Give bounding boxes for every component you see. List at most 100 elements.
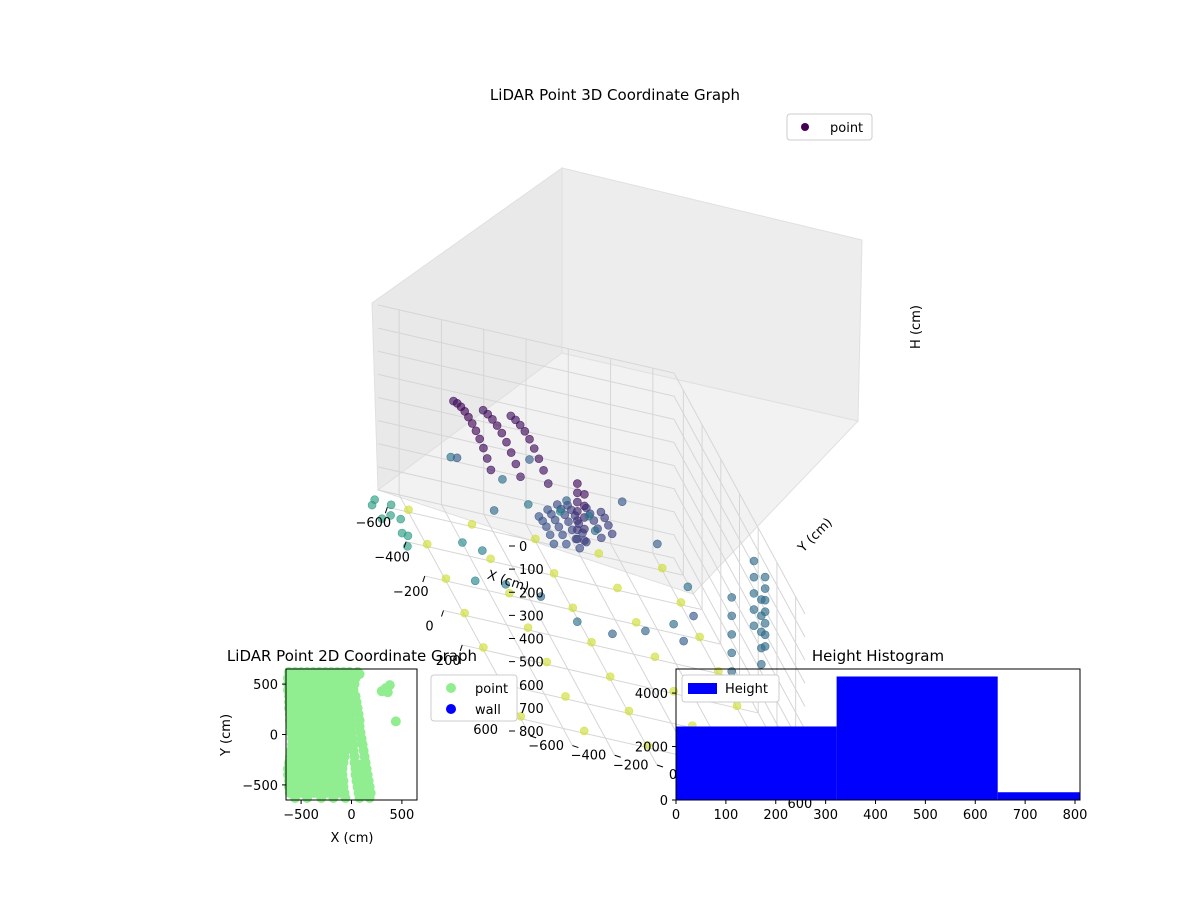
chart-3d-ytick-label: −200 (613, 758, 649, 773)
chart-2d-xtick-label: 0 (347, 808, 355, 823)
chart-3d-points (367, 396, 779, 779)
chart-3d-point (543, 479, 553, 488)
chart-3d-xtick-mark (403, 541, 407, 548)
chart-3d-point (608, 629, 617, 639)
chart-3d-ztick-label: 400 (519, 633, 544, 648)
chart-3d-point (478, 546, 487, 555)
chart-3d-ylabel: Y (cm) (795, 515, 836, 556)
chart-3d-point (486, 554, 495, 564)
chart-3d-point (377, 514, 387, 524)
chart-2d-plot-area (283, 667, 401, 803)
chart-3d-point (479, 643, 488, 652)
chart-3d-point (564, 517, 573, 527)
chart-2d-ticks: −500 0 500 −500 0 500 (242, 678, 414, 823)
chart-3d-point (669, 619, 678, 629)
chart-3d-gridline-z (377, 443, 806, 753)
chart-histogram-xtick-label: 800 (1063, 808, 1088, 823)
chart-3d-gridline-z (377, 327, 806, 638)
chart-3d-xtick-mark (459, 644, 463, 652)
chart-3d-point (749, 621, 759, 631)
chart-3d-xtick-label: 200 (436, 654, 461, 669)
chart-3d-point (542, 522, 551, 532)
chart-histogram-title: Height Histogram (812, 647, 944, 665)
chart-3d-point (757, 643, 766, 653)
chart-3d-point (515, 420, 525, 430)
chart-3d-point (441, 574, 451, 583)
chart-3d-point (511, 459, 521, 469)
chart-3d-legend: point (786, 113, 873, 141)
chart-3d-ztick-label: 600 (519, 679, 544, 694)
chart-histogram-xtick-label: 700 (1013, 808, 1038, 823)
chart-3d-xtick-mark (441, 610, 444, 617)
chart-3d-point (516, 472, 525, 482)
chart-3d-xtick-label: −200 (393, 585, 429, 600)
chart-3d-point (760, 618, 770, 628)
chart-3d-point (749, 605, 759, 614)
chart-3d-point (545, 530, 555, 540)
chart-3d-ytick-label: −400 (571, 749, 607, 764)
chart-3d-point (643, 741, 652, 750)
chart-3d-point (653, 539, 662, 549)
chart-3d-ytick-mark (656, 764, 664, 768)
chart-histogram-bars (676, 676, 1080, 800)
chart-3d-point (605, 672, 615, 681)
chart-histogram-legend-swatch (688, 683, 717, 694)
chart-3d-point (573, 516, 582, 525)
chart-3d-point (584, 511, 594, 521)
chart-2d-ylabel: Y (cm) (219, 714, 234, 757)
chart-3d-point (561, 692, 570, 701)
chart-3d-point (573, 507, 582, 516)
chart-3d-point (617, 497, 627, 506)
chart-3d-point (502, 437, 511, 447)
chart-histogram-legend: Height (681, 674, 780, 703)
chart-3d-legend-marker-point (801, 123, 809, 131)
chart-3d-point (760, 584, 770, 593)
chart-3d-point (568, 603, 578, 613)
chart-3d-point (572, 617, 582, 626)
chart-2d: LiDAR Point 2D Coordinate Graph −500 0 500… (219, 647, 518, 846)
chart-3d-point (580, 490, 589, 499)
chart-3d-point (464, 412, 473, 422)
chart-3d-point (760, 572, 770, 582)
chart-3d-point (558, 530, 567, 540)
chart-3d-point (554, 522, 564, 532)
chart-3d-point (727, 593, 737, 602)
chart-histogram-xtick-label: 400 (863, 808, 888, 823)
chart-2d-ytick-label: −500 (242, 779, 278, 794)
chart-3d-point (587, 637, 596, 647)
chart-3d-point (525, 455, 534, 464)
chart-3d-point (367, 500, 377, 510)
chart-3d-point (631, 618, 641, 627)
chart-histogram: Height Histogram 0 100 200 300 400 500 600 700 8… (635, 647, 1088, 823)
chart-3d-ytick-mark (614, 754, 621, 758)
chart-3d-point (488, 415, 497, 424)
chart-2d-legend-marker-point (446, 683, 456, 693)
chart-3d-ztick-label: 300 (519, 609, 544, 624)
chart-3d-point (727, 630, 737, 639)
chart-3d-point (749, 556, 759, 566)
chart-3d-title: LiDAR Point 3D Coordinate Graph (490, 86, 740, 104)
chart-3d-ytick-label: 0 (669, 768, 677, 783)
chart-3d-point (657, 563, 667, 573)
chart-3d-point (757, 627, 766, 637)
chart-histogram-xtick-label: 200 (763, 808, 788, 823)
chart-histogram-ytick-label: 0 (660, 794, 668, 809)
chart-3d-gridline-z (377, 397, 806, 707)
chart-histogram-xtick-label: 600 (963, 808, 988, 823)
chart-3d: LiDAR Point 3D Coordinate Graph −600 −400… (355, 86, 924, 812)
chart-3d-legend-label-point: point (830, 121, 863, 136)
chart-3d-point (679, 636, 688, 646)
chart-3d-point (573, 488, 582, 498)
chart-3d-point (505, 588, 514, 598)
chart-2d-legend-label-wall: wall (475, 703, 501, 718)
chart-2d-point-point (382, 687, 393, 698)
chart-2d-ytick-label: 500 (253, 678, 278, 693)
chart-histogram-xtick-label: 500 (913, 808, 938, 823)
chart-3d-point (489, 506, 499, 515)
chart-3d-point (470, 576, 480, 586)
chart-3d-point (573, 479, 582, 488)
chart-3d-xtick-label: 600 (473, 723, 498, 738)
chart-3d-ztick-label: 200 (519, 586, 544, 601)
chart-histogram-xtick-label: 300 (813, 808, 838, 823)
